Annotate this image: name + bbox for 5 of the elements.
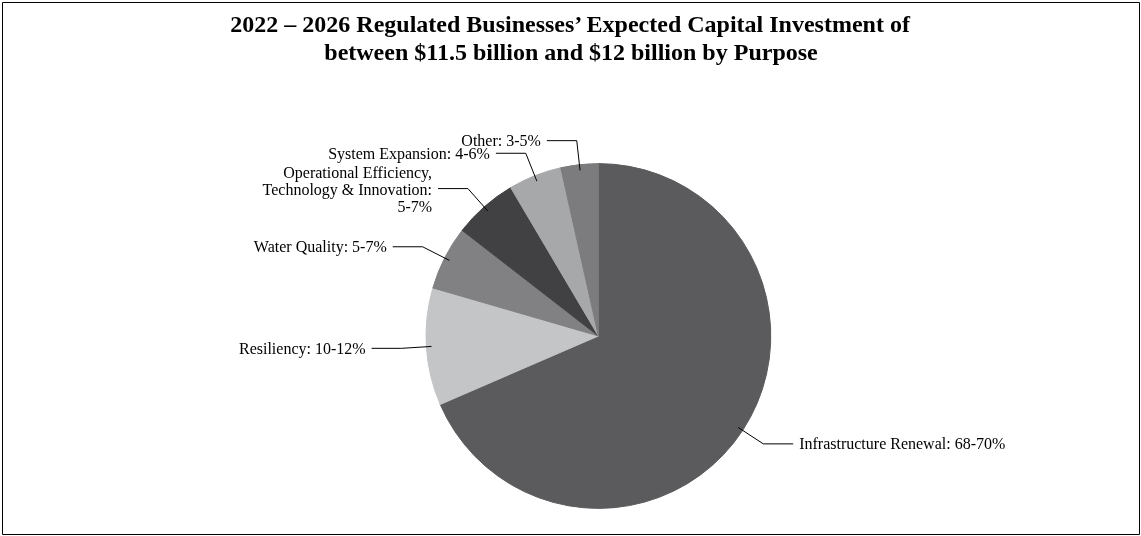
chart-title: 2022 – 2026 Regulated Businesses’ Expected Capital Investment of between $11.5 billion and $12 billion by Purpose <box>230 11 911 66</box>
slice-label: Water Quality: 5-7% <box>253 238 387 257</box>
slice-label: Operational Efficiency, Technology & Innovation: 5-7% <box>262 164 433 215</box>
slice-label: Infrastructure Renewal: 68-70% <box>799 435 1006 453</box>
slice-label: Resiliency: 10-12% <box>238 339 366 358</box>
